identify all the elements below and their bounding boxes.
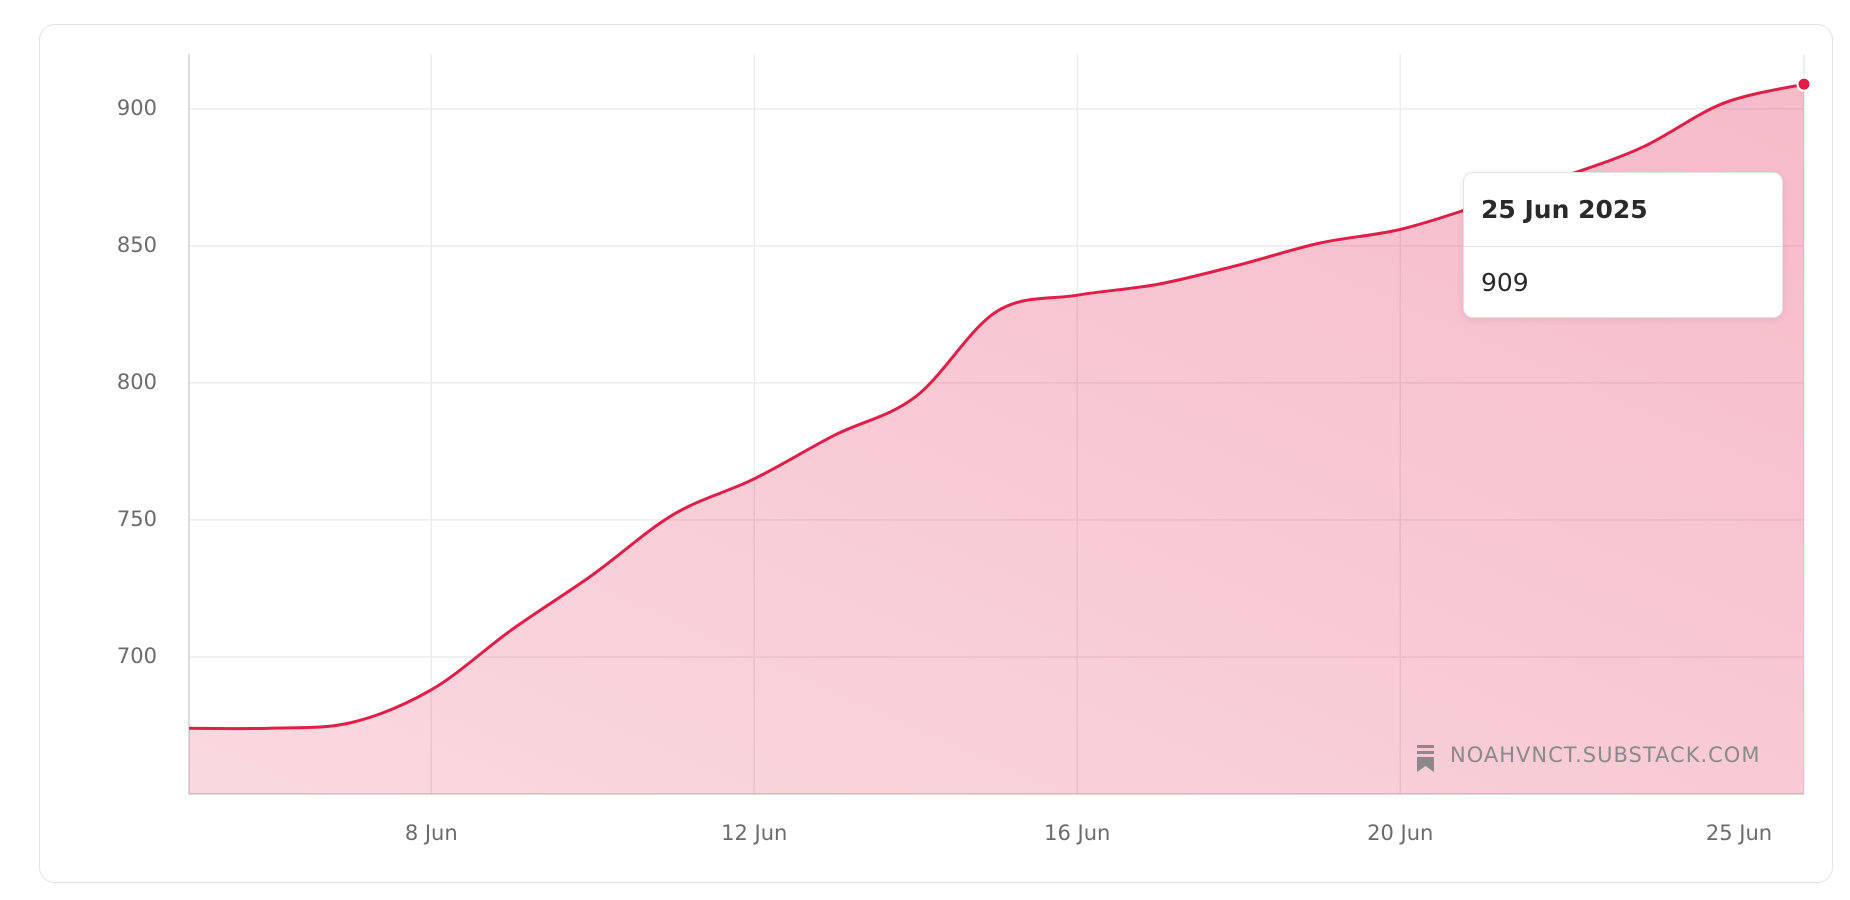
watermark: NOAHVNCT.SUBSTACK.COM bbox=[1417, 743, 1760, 772]
y-tick-label: 750 bbox=[117, 507, 157, 531]
chart-card bbox=[39, 24, 1833, 883]
tooltip-value: 909 bbox=[1481, 268, 1529, 297]
x-tick-label: 16 Jun bbox=[1044, 821, 1110, 845]
tooltip: 25 Jun 2025 909 bbox=[1463, 172, 1783, 318]
x-tick-label: 8 Jun bbox=[405, 821, 458, 845]
watermark-text: NOAHVNCT.SUBSTACK.COM bbox=[1450, 743, 1760, 767]
highlight-point bbox=[1796, 76, 1812, 92]
x-tick-label: 25 Jun bbox=[1706, 821, 1772, 845]
y-tick-label: 800 bbox=[117, 370, 157, 394]
x-tick-label: 12 Jun bbox=[721, 821, 787, 845]
tooltip-title: 25 Jun 2025 bbox=[1464, 173, 1782, 247]
y-tick-label: 850 bbox=[117, 233, 157, 257]
y-tick-label: 900 bbox=[117, 96, 157, 120]
x-tick-label: 20 Jun bbox=[1367, 821, 1433, 845]
watermark-icon bbox=[1417, 745, 1434, 772]
area bbox=[189, 84, 1804, 795]
y-tick-label: 700 bbox=[117, 644, 157, 668]
